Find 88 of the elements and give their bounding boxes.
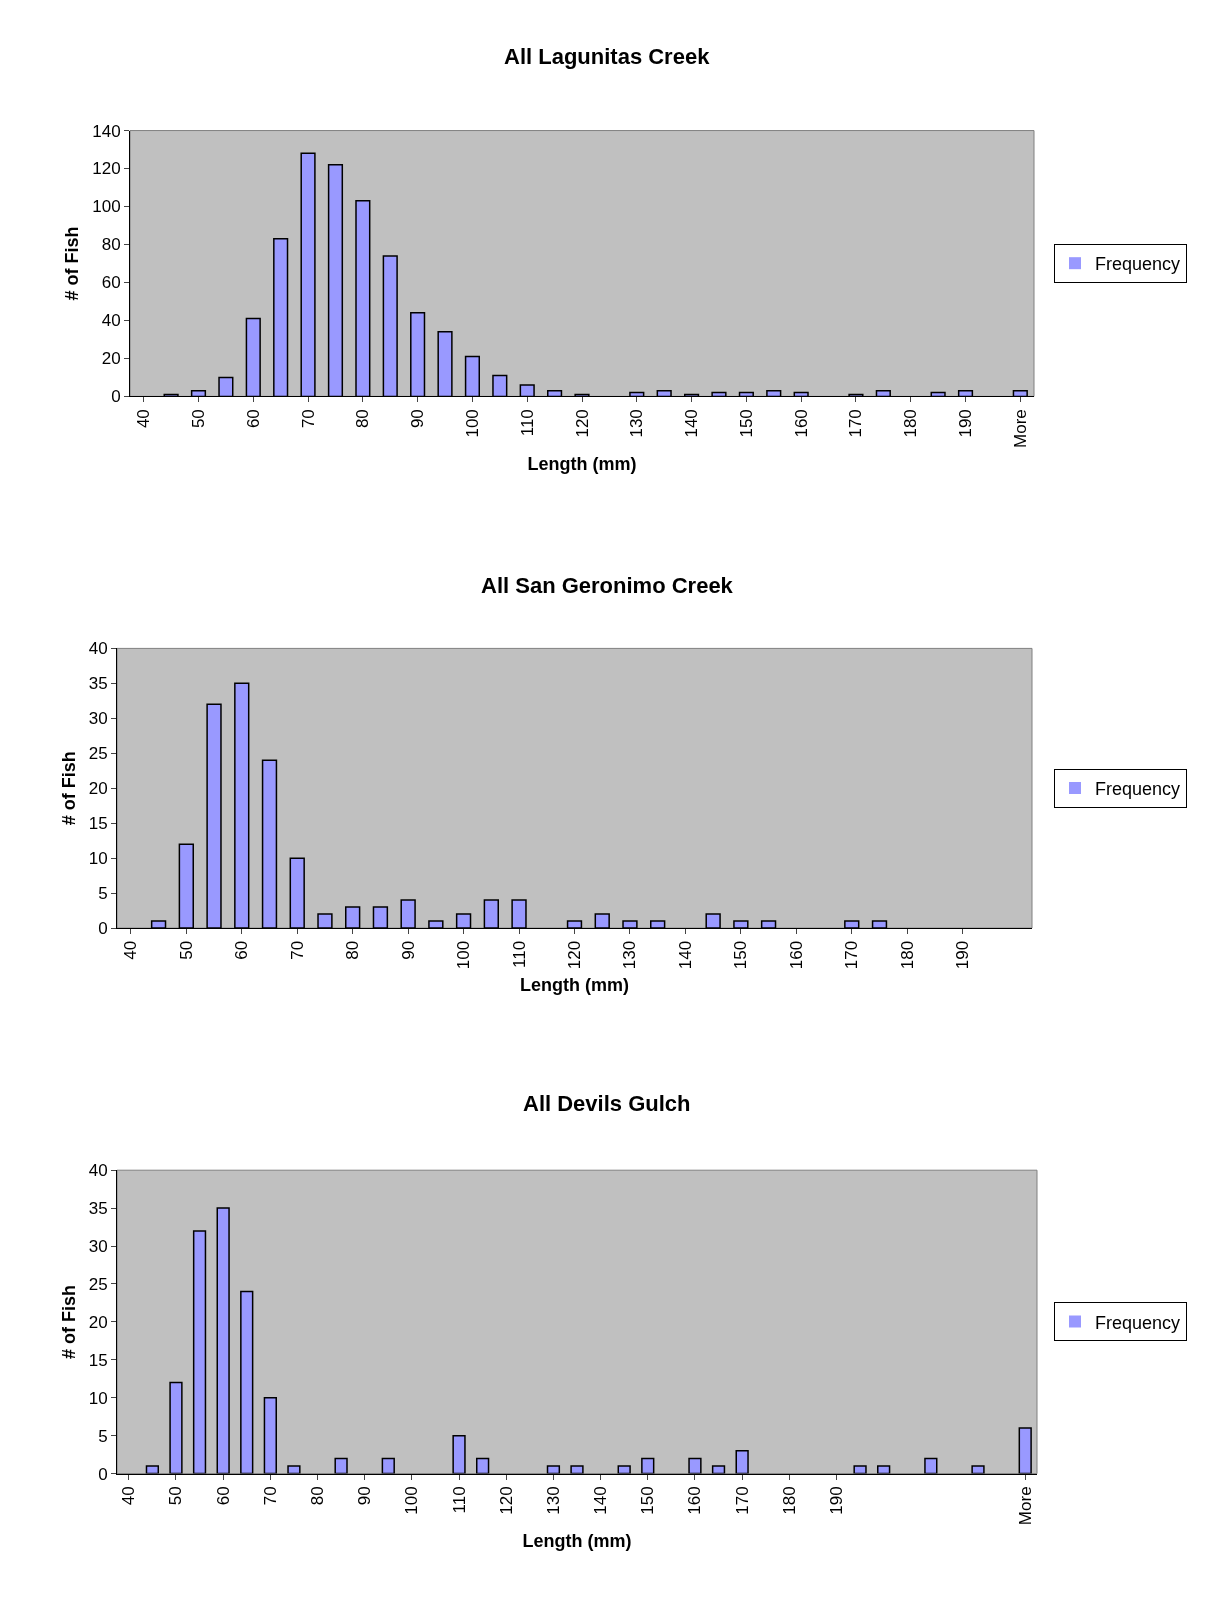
x-tick-label: 150 [638, 1486, 658, 1515]
y-tick-label: 40 [101, 311, 121, 331]
x-tick-label: 60 [243, 409, 263, 429]
x-tick-label: 190 [953, 940, 973, 970]
y-axis-title: # of Fish [58, 751, 79, 826]
y-tick-label: 35 [88, 674, 108, 694]
legend-label: Frequency [1095, 1312, 1181, 1333]
x-tick-label: 70 [298, 409, 318, 429]
y-tick-label: 120 [92, 159, 121, 179]
y-tick-label: 0 [98, 1464, 108, 1484]
y-tick-label: 20 [88, 1312, 108, 1332]
y-tick-label: 10 [88, 849, 108, 869]
x-tick-label: 90 [408, 409, 428, 429]
y-tick-label: 10 [88, 1388, 108, 1408]
x-tick-label: 80 [343, 940, 363, 960]
y-tick-label: 5 [98, 1426, 108, 1446]
y-tick-label: 80 [101, 235, 121, 255]
x-tick-label: 150 [731, 940, 751, 970]
y-tick-label: 15 [88, 1350, 108, 1370]
x-tick-label: 140 [682, 409, 702, 438]
y-tick-label: 40 [88, 639, 108, 659]
x-tick-label: 170 [842, 940, 862, 970]
y-tick-label: 25 [88, 744, 108, 764]
y-tick-label: 15 [88, 814, 108, 834]
x-axis-title: Length (mm) [522, 1531, 632, 1552]
x-tick-label: More [1010, 409, 1030, 448]
x-tick-label: 170 [732, 1486, 752, 1515]
x-tick-label: 130 [543, 1486, 563, 1515]
y-tick-label: 0 [98, 919, 108, 939]
x-tick-label: 160 [786, 940, 806, 970]
y-tick-label: 40 [88, 1161, 108, 1181]
x-tick-label: 80 [353, 409, 373, 429]
x-tick-label: 100 [402, 1486, 422, 1515]
x-tick-label: 110 [517, 409, 537, 437]
x-tick-label: 170 [846, 409, 866, 438]
x-tick-label: 120 [565, 940, 585, 970]
y-tick-label: 5 [98, 884, 108, 904]
x-tick-label: 180 [779, 1486, 799, 1515]
x-tick-label: 160 [791, 409, 811, 438]
x-tick-label: 70 [287, 940, 307, 960]
x-tick-label: 100 [454, 940, 474, 970]
x-tick-label: 40 [134, 409, 154, 429]
x-tick-label: 50 [189, 409, 208, 429]
y-tick-label: 100 [92, 197, 121, 217]
chart-title: All Lagunitas Creek [504, 44, 711, 69]
x-tick-label: 110 [449, 1486, 469, 1514]
y-tick-label: 30 [88, 709, 108, 729]
x-tick-label: More [1015, 1486, 1035, 1526]
y-axis-title: # of Fish [62, 226, 83, 301]
legend-label: Frequency [1095, 778, 1181, 799]
x-tick-label: 40 [121, 940, 141, 960]
y-axis-title: # of Fish [58, 1284, 79, 1359]
x-tick-label: 160 [685, 1486, 705, 1515]
x-tick-label: 50 [176, 940, 196, 960]
x-tick-label: 60 [213, 1486, 233, 1506]
x-tick-label: 190 [956, 409, 976, 438]
y-tick-label: 20 [88, 779, 108, 799]
y-tick-label: 0 [111, 387, 121, 407]
x-tick-label: 110 [509, 940, 529, 968]
x-axis-title: Length (mm) [520, 975, 629, 996]
x-tick-label: 100 [462, 409, 482, 438]
y-tick-label: 30 [88, 1237, 108, 1256]
x-tick-label: 40 [119, 1486, 139, 1506]
x-tick-label: 120 [496, 1486, 516, 1515]
x-tick-label: 130 [627, 409, 647, 438]
x-tick-label: 190 [827, 1486, 847, 1515]
y-tick-label: 140 [92, 121, 121, 141]
x-tick-label: 60 [232, 940, 252, 960]
y-tick-label: 60 [101, 273, 121, 293]
x-tick-label: 80 [308, 1486, 328, 1506]
x-axis-title: Length (mm) [527, 454, 637, 475]
x-tick-label: 120 [572, 409, 592, 438]
y-tick-label: 20 [101, 349, 121, 369]
chart-title: All Devils Gulch [523, 1091, 691, 1116]
chart-title: All San Geronimo Creek [481, 573, 734, 598]
y-tick-label: 25 [88, 1274, 108, 1294]
x-tick-label: 140 [675, 940, 695, 970]
x-tick-label: 130 [620, 940, 640, 970]
x-tick-label: 150 [736, 409, 756, 438]
x-tick-label: 180 [897, 940, 917, 970]
legend-label: Frequency [1095, 254, 1181, 275]
y-tick-label: 35 [88, 1199, 108, 1219]
x-tick-label: 90 [398, 940, 418, 960]
x-tick-label: 50 [166, 1486, 186, 1506]
x-tick-label: 140 [591, 1486, 611, 1515]
x-tick-label: 90 [355, 1486, 375, 1506]
x-tick-label: 180 [901, 409, 921, 438]
x-tick-label: 70 [260, 1486, 280, 1506]
